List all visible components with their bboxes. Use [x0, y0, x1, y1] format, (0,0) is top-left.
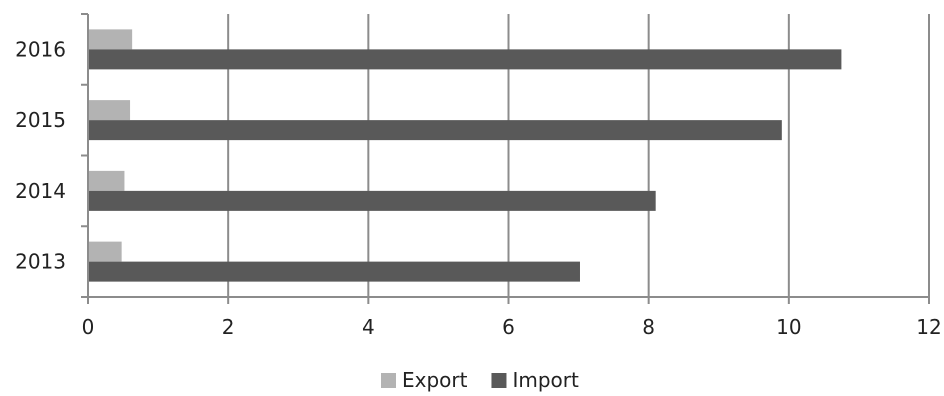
axes — [81, 13, 930, 304]
x-tick-label-6: 6 — [502, 315, 515, 339]
y-tick-label-2015: 2015 — [15, 108, 66, 132]
y-axis-labels: 2013 2014 2015 2016 — [15, 37, 66, 273]
x-tick-label-4: 4 — [362, 315, 375, 339]
legend-swatch-export — [381, 373, 396, 388]
legend: Export Import — [381, 368, 579, 392]
bar-export-2015 — [88, 100, 131, 121]
x-tick-label-12: 12 — [916, 315, 941, 339]
y-tick-label-2014: 2014 — [15, 179, 66, 203]
bar-import-2016 — [88, 49, 842, 70]
y-tick-label-2016: 2016 — [15, 37, 66, 61]
x-tick-label-8: 8 — [642, 315, 655, 339]
legend-label-import: Import — [512, 368, 579, 392]
legend-swatch-import — [491, 373, 507, 388]
x-axis-labels: 0 2 4 6 8 10 12 — [82, 315, 942, 339]
bar-export-2013 — [88, 241, 122, 262]
bars — [88, 29, 842, 282]
legend-label-export: Export — [402, 368, 468, 392]
bar-import-2014 — [88, 190, 656, 211]
y-tick-label-2013: 2013 — [15, 250, 66, 274]
x-tick-label-10: 10 — [776, 315, 801, 339]
bar-export-2014 — [88, 170, 125, 191]
bar-import-2013 — [88, 261, 580, 282]
x-tick-label-2: 2 — [222, 315, 235, 339]
x-tick-label-0: 0 — [82, 315, 95, 339]
bar-export-2016 — [88, 29, 133, 50]
bar-import-2015 — [88, 120, 782, 141]
